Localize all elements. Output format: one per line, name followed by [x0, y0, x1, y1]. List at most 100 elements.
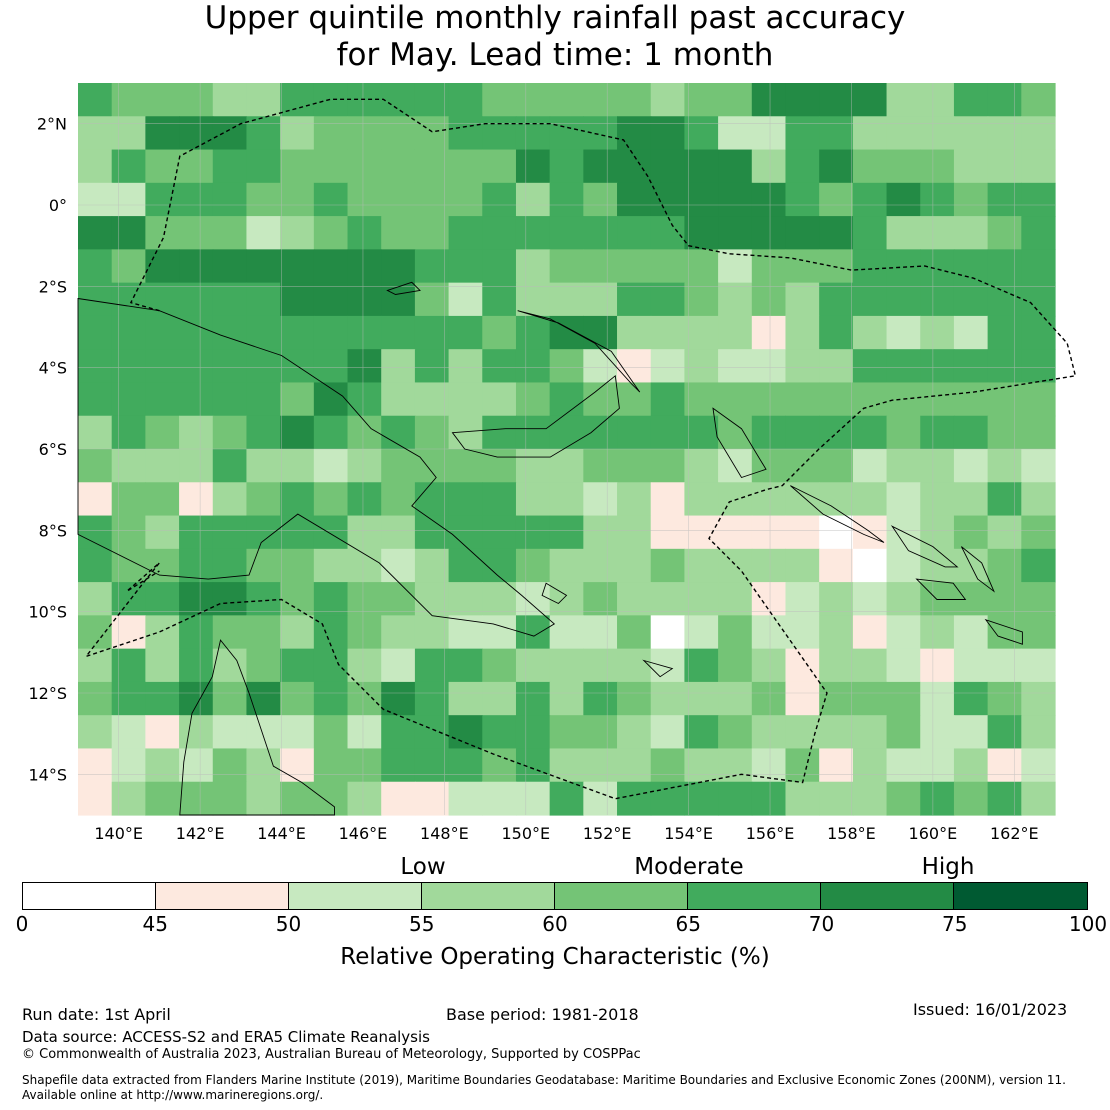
map-cell [280, 548, 315, 583]
map-cell [313, 681, 349, 716]
colorbar-segment [289, 883, 422, 909]
map-cell [78, 715, 113, 750]
map-cell [920, 282, 955, 317]
map-cell [819, 116, 854, 151]
map-cell [111, 382, 146, 417]
map-cell [347, 349, 382, 384]
map-cell [617, 781, 652, 816]
map-cell [448, 615, 483, 650]
map-cell [785, 515, 820, 550]
map-cell [718, 781, 753, 816]
map-cell [684, 216, 719, 250]
map-cell [549, 149, 584, 184]
latitude-tick-label: 2°N [37, 115, 67, 134]
map-cell [313, 615, 349, 650]
map-cell [987, 715, 1022, 750]
map-cell [549, 515, 584, 550]
map-cell [179, 648, 214, 683]
map-cell [987, 482, 1022, 517]
map-cell [920, 515, 955, 550]
longitude-tick-label: 152°E [583, 824, 632, 843]
longitude-tick-label: 140°E [94, 824, 143, 843]
map-cell [650, 282, 686, 317]
map-cell [280, 715, 315, 750]
map-cell [1021, 648, 1056, 683]
map-cell [280, 482, 315, 517]
map-cell [212, 282, 248, 317]
solomon-guadalcanal-coast [915, 578, 967, 600]
map-cell [448, 349, 483, 384]
map-cell [313, 715, 349, 750]
map-cell [785, 748, 820, 783]
map-cell [819, 715, 854, 750]
map-cell [145, 282, 180, 317]
map-cell [212, 149, 248, 184]
map-cell [381, 781, 416, 816]
map-cell [145, 116, 180, 151]
map-cell [718, 548, 753, 583]
colorbar-segment [23, 883, 156, 909]
map-cell [515, 449, 551, 483]
map-cell [515, 149, 551, 184]
map-cell [145, 182, 180, 217]
map-cell [111, 415, 146, 450]
map-cell [482, 315, 517, 350]
map-cell [987, 515, 1022, 550]
map-cell [718, 648, 753, 683]
map-cell [313, 249, 349, 284]
map-cell [414, 249, 450, 284]
map-cell [347, 648, 382, 683]
map-cell [852, 249, 888, 284]
map-cell [515, 781, 551, 816]
map-cell [751, 482, 787, 517]
map-cell [751, 149, 787, 184]
map-cell [886, 282, 921, 317]
map-cell [987, 548, 1022, 583]
map-cell [684, 548, 719, 583]
map-cell [583, 182, 618, 217]
map-cell [212, 681, 248, 716]
map-cell [583, 116, 618, 151]
map-cell [617, 715, 652, 750]
map-title-line2: for May. Lead time: 1 month [336, 37, 774, 73]
map-cell [280, 149, 315, 184]
map-cell [549, 282, 584, 317]
colorbar-segment [156, 883, 289, 909]
map-cell [953, 748, 989, 783]
map-cell [987, 415, 1022, 450]
map-cell [684, 415, 719, 450]
latitude-tick-label: 12°S [28, 684, 67, 703]
map-cell [78, 116, 113, 151]
map-cell [987, 149, 1022, 184]
map-cell [246, 349, 281, 384]
map-cell [1021, 482, 1056, 517]
map-cell [246, 648, 281, 683]
map-cell [852, 216, 888, 250]
map-cell [718, 83, 753, 117]
map-cell [852, 116, 888, 151]
map-cell [482, 615, 517, 650]
colorbar-tick-label: 75 [942, 912, 968, 936]
map-cell [111, 315, 146, 350]
map-cell [549, 249, 584, 284]
map-cell [179, 748, 214, 783]
map-cell [145, 149, 180, 184]
dentrecasteaux-coast [541, 582, 568, 605]
manus-coast [386, 281, 421, 295]
map-cell [650, 349, 686, 384]
map-cell [1021, 415, 1056, 450]
latitude-tick-label: 8°S [39, 521, 67, 540]
map-cell [852, 615, 888, 650]
map-cell [852, 449, 888, 483]
map-cell [953, 449, 989, 483]
map-cell [381, 715, 416, 750]
map-cell [1021, 748, 1056, 783]
map-cell [953, 582, 989, 616]
map-cell [145, 748, 180, 783]
map-cell [246, 748, 281, 783]
map-cell [78, 349, 113, 384]
map-cell [515, 116, 551, 151]
map-cell [751, 681, 787, 716]
run-date: Run date: 1st April [22, 1005, 171, 1024]
map-cell [650, 216, 686, 250]
